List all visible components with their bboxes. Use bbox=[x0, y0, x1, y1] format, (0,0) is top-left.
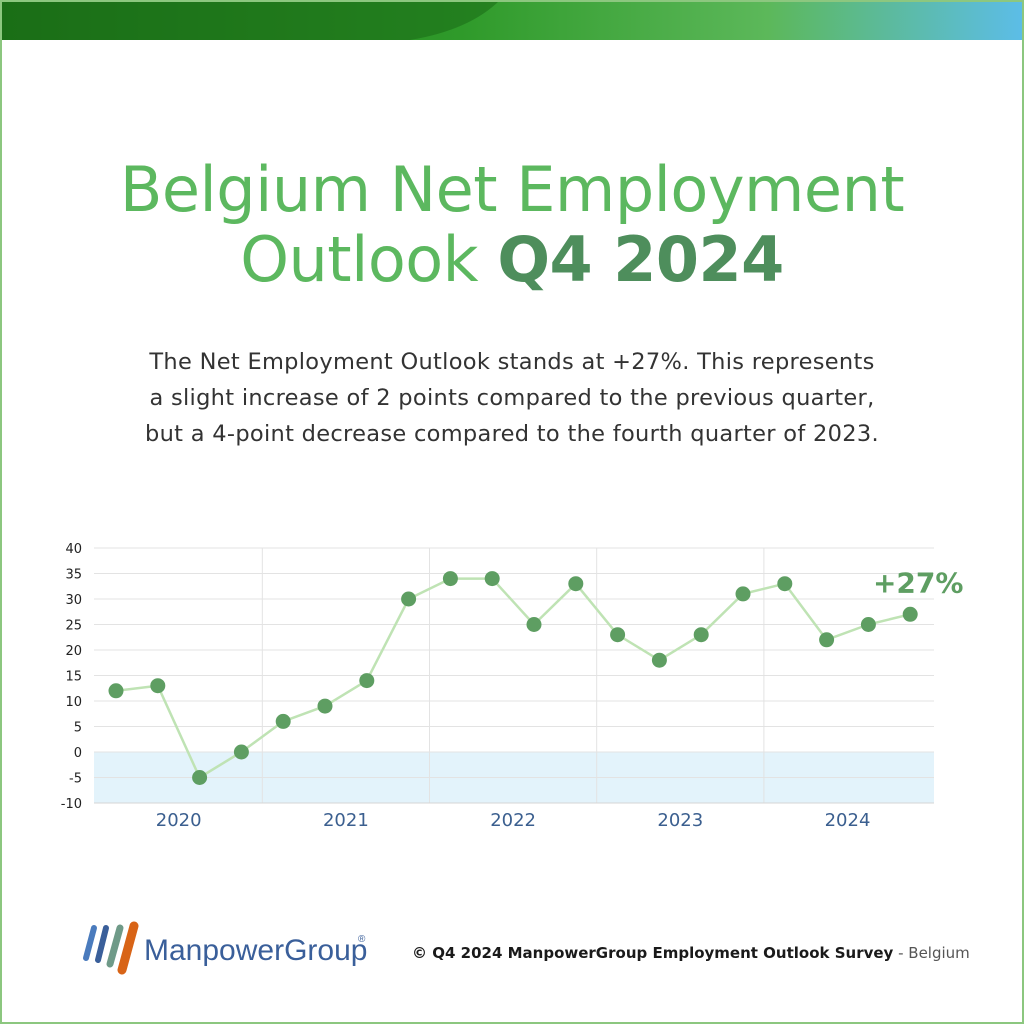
title-line-2: Outlook Q4 2024 bbox=[0, 225, 1024, 295]
data-point bbox=[902, 606, 918, 622]
title-line-1: Belgium Net Employment bbox=[119, 153, 905, 226]
data-point bbox=[526, 617, 542, 632]
data-point bbox=[192, 770, 208, 785]
data-point bbox=[777, 576, 793, 592]
year-label: 2020 bbox=[156, 810, 202, 831]
year-label: 2023 bbox=[657, 810, 703, 831]
data-point bbox=[233, 744, 249, 760]
y-tick-label: 20 bbox=[65, 644, 82, 659]
y-tick-label: 30 bbox=[65, 593, 82, 608]
data-point bbox=[484, 571, 500, 587]
y-tick-label: -5 bbox=[69, 772, 82, 787]
footer-copyright: © Q4 2024 ManpowerGroup Employment Outlo… bbox=[412, 944, 970, 962]
y-tick-label: 35 bbox=[65, 568, 82, 583]
copyright-text: © Q4 2024 ManpowerGroup Employment Outlo… bbox=[412, 944, 894, 962]
logo-stripes-icon bbox=[83, 921, 139, 975]
data-point bbox=[359, 673, 375, 689]
year-label: 2021 bbox=[323, 810, 369, 831]
data-point bbox=[150, 678, 166, 694]
data-point bbox=[108, 683, 124, 699]
y-tick-label: 15 bbox=[65, 670, 82, 685]
data-point bbox=[275, 713, 291, 729]
series-line bbox=[115, 577, 911, 779]
data-point bbox=[401, 591, 417, 607]
brand-name: ManpowerGroup bbox=[144, 934, 367, 967]
data-point bbox=[610, 627, 626, 643]
data-point bbox=[442, 571, 458, 587]
data-point bbox=[568, 576, 584, 592]
data-point bbox=[860, 617, 876, 632]
data-point bbox=[317, 698, 333, 714]
description-line-3: but a 4-point decrease compared to the f… bbox=[145, 421, 879, 447]
net-employment-outlook-chart: 40 35 30 25 20 15 10 5 0 -5 -10 2020 2021 2022 2023 202… bbox=[61, 542, 964, 831]
y-tick-label: -10 bbox=[61, 797, 82, 812]
y-tick-label: 40 bbox=[65, 542, 82, 557]
registered-mark: ® bbox=[358, 934, 366, 945]
description-line-1: The Net Employment Outlook stands at +27… bbox=[149, 349, 875, 375]
title-outlook: Outlook bbox=[240, 223, 479, 296]
page-title: Belgium Net Employment Outlook Q4 2024 bbox=[0, 155, 1024, 295]
data-point bbox=[693, 627, 709, 643]
title-quarter: Q4 2024 bbox=[497, 223, 784, 296]
outlook-description: The Net Employment Outlook stands at +27… bbox=[80, 344, 944, 452]
y-tick-label: 25 bbox=[65, 619, 82, 634]
header-gradient-band bbox=[0, 0, 1024, 40]
description-line-2: a slight increase of 2 points compared t… bbox=[149, 385, 875, 411]
data-point bbox=[735, 586, 751, 602]
y-tick-label: 5 bbox=[74, 721, 82, 736]
data-point bbox=[819, 632, 835, 648]
year-label: 2022 bbox=[490, 810, 536, 831]
y-tick-label: 10 bbox=[65, 695, 82, 710]
copyright-country: - Belgium bbox=[893, 944, 970, 962]
year-label: 2024 bbox=[825, 810, 871, 831]
data-point bbox=[651, 652, 667, 668]
latest-value-annotation: +27% bbox=[873, 566, 963, 599]
manpowergroup-logo: ManpowerGroup ® bbox=[83, 921, 367, 975]
y-tick-label: 0 bbox=[74, 746, 82, 761]
